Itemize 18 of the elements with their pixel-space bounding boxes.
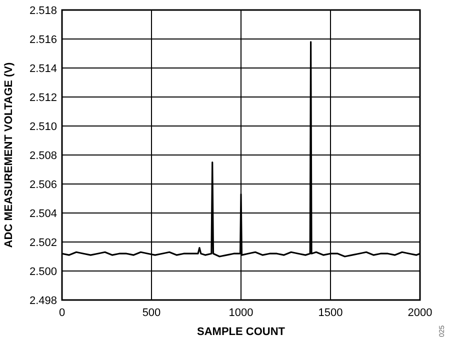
x-tick-label: 0 [58, 307, 66, 319]
y-tick-label: 2.512 [29, 92, 57, 104]
x-tick-label: 500 [142, 307, 161, 319]
y-tick-label: 2.498 [29, 294, 57, 307]
x-tick-label: 1000 [228, 307, 254, 319]
x-tick-label: 2000 [408, 307, 432, 319]
y-tick-label: 2.504 [29, 208, 57, 220]
y-tick-label: 2.514 [29, 62, 57, 75]
y-tick-label: 2.500 [29, 266, 57, 278]
y-tick-label: 2.506 [29, 178, 57, 191]
y-tick-label: 2.502 [29, 236, 57, 249]
y-tick-label: 2.516 [29, 34, 57, 46]
y-tick-label: 2.518 [29, 4, 57, 17]
x-tick-label: 1500 [318, 307, 343, 319]
x-axis-title: SAMPLE COUNT [197, 326, 286, 338]
y-tick-label: 2.508 [29, 150, 57, 162]
y-tick-label: 2.510 [29, 120, 57, 133]
y-axis-title: ADC MEASUREMENT VOLTAGE (V) [3, 62, 15, 248]
